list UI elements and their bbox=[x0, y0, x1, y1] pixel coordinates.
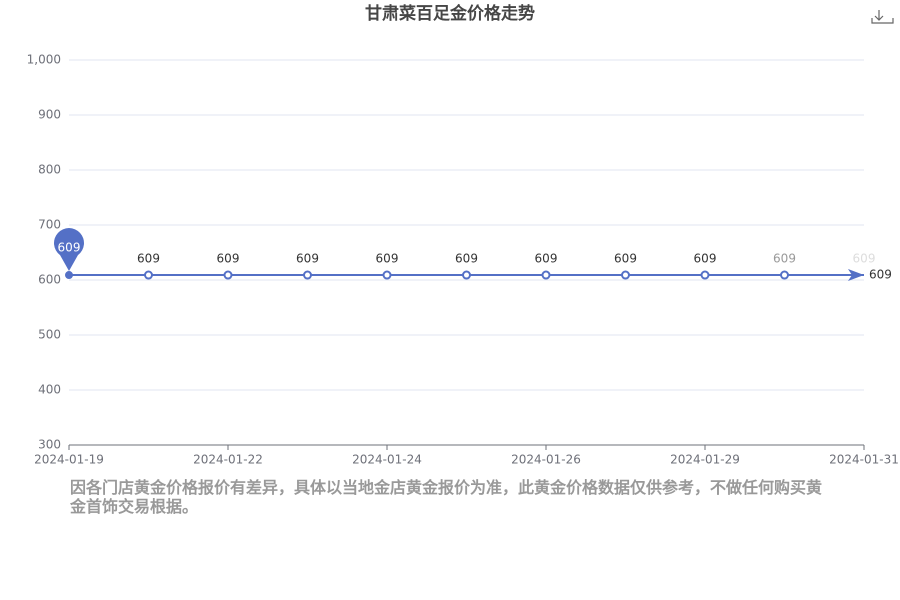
chart-title: 甘肃菜百足金价格走势 bbox=[365, 3, 535, 24]
point bbox=[65, 271, 73, 280]
y-tick-label: 500 bbox=[38, 328, 61, 342]
y-tick-label: 600 bbox=[38, 273, 61, 287]
point bbox=[382, 270, 392, 280]
data-label: 609 bbox=[694, 252, 717, 266]
data-label: 609 bbox=[296, 252, 319, 266]
data-label: 609 bbox=[376, 252, 399, 266]
y-tick-label: 800 bbox=[38, 163, 61, 177]
x-tick-label: 2024-01-29 bbox=[670, 453, 740, 467]
point bbox=[144, 270, 153, 280]
y-tick-label: 700 bbox=[38, 218, 61, 232]
x-tick-label: 2024-01-31 bbox=[829, 453, 899, 467]
y-tick-label: 1,000 bbox=[27, 53, 61, 67]
y-tick-label: 400 bbox=[38, 383, 61, 397]
y-tick-label: 300 bbox=[38, 438, 61, 452]
x-tick-label: 2024-01-26 bbox=[511, 453, 581, 467]
x-tick-label: 2024-01-19 bbox=[34, 453, 104, 467]
download-glyph[interactable] bbox=[871, 10, 894, 24]
data-label: 609 bbox=[217, 252, 240, 266]
point bbox=[462, 270, 471, 280]
x-tick-label: 2024-01-22 bbox=[193, 453, 263, 467]
data-label: 609 bbox=[137, 252, 160, 266]
y-tick-label: 900 bbox=[38, 108, 61, 122]
x-tick-label: 2024-01-24 bbox=[352, 453, 422, 467]
max-pin bbox=[54, 228, 84, 272]
point bbox=[223, 270, 233, 280]
point bbox=[541, 270, 551, 280]
data-label: 609 bbox=[773, 252, 796, 266]
point bbox=[780, 270, 789, 280]
data-label: 609 bbox=[455, 252, 478, 266]
arrow-head bbox=[848, 269, 864, 282]
point bbox=[621, 270, 630, 280]
point bbox=[303, 270, 312, 280]
end-label: 609 bbox=[869, 268, 892, 282]
data-label: 609 bbox=[535, 252, 558, 266]
data-label: 609 bbox=[853, 252, 876, 266]
max-pin-label: 609 bbox=[58, 241, 81, 255]
data-label: 609 bbox=[614, 252, 637, 266]
point bbox=[700, 270, 710, 280]
note: 因各门店黄金价格报价有差异，具体以当地金店黄金报价为准，此黄金价格数据仅供参考，… bbox=[70, 478, 823, 516]
download-icon[interactable] bbox=[871, 10, 894, 24]
